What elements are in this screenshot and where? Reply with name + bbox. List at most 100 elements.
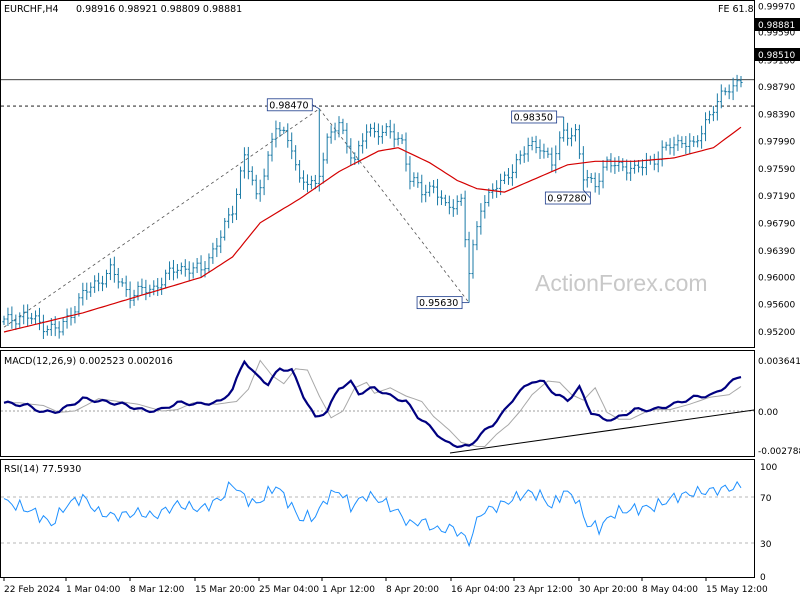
time-axis-label: 22 Feb 2024 (4, 585, 60, 595)
ohlc-bar (250, 166, 254, 186)
ohlc-bar (337, 116, 341, 138)
ohlc-bar (93, 275, 97, 293)
macd-trendline (449, 409, 755, 454)
ohlc-bar (475, 221, 479, 251)
price-annotation-text: 0.98470 (269, 100, 308, 111)
ohlc-bar (262, 168, 266, 196)
ohlc-bar (223, 217, 227, 241)
ohlc-bar (609, 153, 613, 173)
fib-projection-leg (318, 108, 470, 303)
ohlc-bar (116, 267, 120, 289)
price-axis-label: 0.96390 (758, 247, 795, 257)
ohlc-bar (325, 133, 329, 164)
ohlc-bar (388, 119, 392, 139)
ohlc-bar (696, 135, 700, 148)
ohlc-bar (317, 108, 321, 192)
price-annotation-text: 0.98350 (514, 112, 553, 123)
ohlc-bar (558, 131, 562, 161)
ohlc-bar (140, 278, 144, 296)
ohlc-bar (735, 74, 739, 92)
ohlc-bar (341, 118, 345, 135)
macd-title: MACD(12,26,9) 0.002523 0.002016 (4, 356, 173, 367)
ohlc-bar (727, 84, 731, 100)
time-axis-label: 8 Mar 12:00 (130, 585, 185, 595)
ohlc-bar (112, 256, 116, 283)
symbol-label: EURCHF,H4 (4, 4, 59, 15)
ohlc-bar (89, 282, 93, 297)
ohlc-bar (128, 281, 132, 309)
macd-axis-zero: 0.00 (758, 408, 778, 418)
ohlc-bar (167, 261, 172, 280)
ohlc-bar (108, 258, 113, 281)
moving-average-line (3, 126, 742, 333)
ohlc-bar (305, 174, 310, 193)
ohlc-bar (234, 188, 239, 221)
price-axis-label: 0.99970 (758, 2, 795, 12)
ohlc-bar (550, 147, 554, 172)
ohlc-bar (10, 306, 14, 329)
ohlc-bar (589, 173, 593, 183)
ohlc-bar (526, 137, 530, 162)
ohlc-bar (471, 239, 475, 279)
price-annotation: 0.95630 (416, 296, 470, 309)
ohlc-bar (731, 77, 735, 101)
price-axis-label: 0.97590 (758, 165, 795, 175)
ohlc-bar (81, 282, 85, 306)
ohlc-bar (37, 307, 42, 331)
ohlc-bar (530, 136, 534, 151)
ohlc-bar (542, 143, 546, 159)
ohlc-bar (495, 180, 499, 198)
ohlc-bar (357, 140, 361, 165)
ohlc-bar (692, 135, 696, 147)
ohlc-bar (144, 279, 148, 301)
ohlc-bar (211, 242, 215, 264)
level-price-badge: 0.98510 (755, 48, 800, 61)
time-axis-label: 30 Apr 20:00 (579, 585, 638, 595)
price-axis-label: 0.97190 (758, 192, 795, 202)
ohlc-bar (534, 135, 538, 154)
ohlc-bar (266, 151, 270, 181)
ohlc-bar (546, 147, 550, 158)
ohlc-bar (309, 175, 314, 190)
macd-main-line (3, 359, 742, 449)
ohlc-bar (483, 195, 487, 219)
ohlc-bar (573, 124, 578, 142)
ohlc-bar (514, 153, 518, 179)
time-axis-label: 8 Apr 20:00 (386, 585, 439, 595)
ohlc-bar (294, 145, 298, 171)
ohlc-bar (629, 160, 633, 181)
price-axis: 0.99970 0.99590 0.99180 0.98790 0.98390 0.979… (758, 2, 795, 338)
ohlc-bar (329, 125, 333, 144)
ohlc-bar (57, 321, 61, 339)
ohlc-bar (593, 172, 597, 193)
ohlc-bar (416, 172, 420, 188)
ohlc-bar (447, 195, 451, 215)
rsi-title: RSI(14) 77.5930 (4, 464, 81, 475)
ohlc-bar (459, 193, 463, 206)
macd-panel-frame (0, 350, 755, 457)
ohlc-bar (333, 122, 337, 141)
ohlc-bar (45, 325, 49, 336)
price-bars (2, 74, 743, 340)
ohlc-bar (518, 150, 522, 165)
price-annotation: 0.97280 (544, 189, 591, 205)
ohlc-bar (6, 307, 10, 326)
price-axis-label: 0.98790 (758, 83, 795, 93)
time-axis-label: 15 May 12:00 (706, 585, 768, 595)
fib-projection-leg (3, 108, 320, 328)
ohlc-bar (183, 259, 187, 277)
ohlc-bar (672, 136, 676, 156)
fibonacci-lines (1, 79, 754, 328)
ohlc-bar (207, 253, 211, 273)
price-panel-frame (0, 0, 755, 348)
ohlc-bar (431, 180, 436, 194)
ohlc-bar (175, 264, 180, 279)
current-price-text: 0.98881 (758, 21, 795, 31)
ohlc-bar (199, 255, 203, 278)
ohlc-bar (538, 139, 542, 159)
ohlc-values: 0.98916 0.98921 0.98809 0.98881 (76, 4, 242, 15)
price-axis-label: 0.96000 (758, 273, 795, 283)
ohlc-bar (246, 146, 250, 180)
level-price-text: 0.98510 (758, 51, 795, 61)
ohlc-bar (463, 190, 467, 248)
